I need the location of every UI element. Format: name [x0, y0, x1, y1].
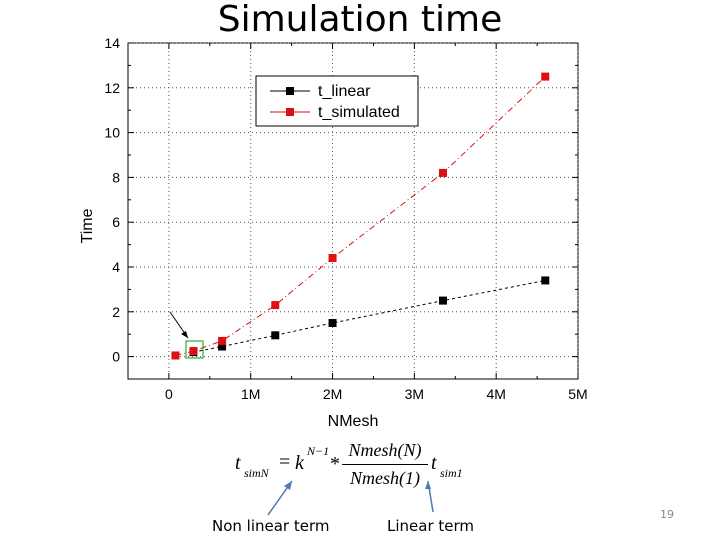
- data-point-t_simulated: [541, 72, 550, 81]
- x-tick-label: 2M: [323, 386, 342, 402]
- x-tick-label: 5M: [568, 386, 587, 402]
- y-tick-label: 10: [104, 125, 120, 141]
- eq-exponent: N−1: [307, 444, 330, 458]
- eq-lhs-sub: simN: [244, 466, 269, 480]
- highlight-box: [169, 311, 204, 359]
- slide-number: 19: [660, 508, 674, 521]
- y-axis-label: Time: [79, 208, 96, 243]
- eq-rhs-sub: sim1: [440, 466, 463, 480]
- eq-times: *: [330, 453, 340, 475]
- x-axis-label: NMesh: [328, 413, 379, 430]
- series: [171, 72, 550, 360]
- slide-title: Simulation time: [217, 0, 503, 40]
- eq-rhs: t: [431, 452, 437, 474]
- data-point-t_linear: [439, 296, 447, 305]
- x-tick-label: 3M: [405, 386, 424, 402]
- nonlinear-term-label: Non linear term: [212, 517, 330, 535]
- linear-term-label: Linear term: [387, 517, 475, 535]
- x-tick-label: 0: [165, 386, 173, 402]
- y-tick-label: 8: [112, 169, 120, 185]
- series-line-t_linear: [193, 279, 546, 353]
- data-point-t_simulated: [218, 336, 227, 345]
- data-point-t_simulated: [271, 301, 280, 310]
- data-point-t_simulated: [171, 351, 180, 360]
- data-point-t_linear: [218, 342, 227, 351]
- x-tick-label: 1M: [241, 386, 260, 402]
- y-tick-label: 14: [104, 35, 120, 51]
- data-point-t_linear: [328, 319, 337, 327]
- y-tick-label: 12: [104, 80, 120, 96]
- y-tick-label: 4: [112, 259, 120, 275]
- legend: t_linear t_simulated: [255, 75, 419, 127]
- data-point-t_linear: [541, 276, 550, 285]
- data-point-t_simulated: [189, 347, 198, 355]
- y-tick-label: 6: [112, 214, 120, 230]
- legend-marker: [286, 87, 294, 95]
- tick-labels: 0 2 4 6 8 10 12 14 0 1M 2M 3M 4M 5M: [104, 35, 587, 402]
- eq-numerator: Nmesh(N): [348, 440, 422, 460]
- eq-equals: =: [279, 451, 291, 473]
- annotation-arrows: [267, 480, 434, 516]
- x-tick-label: 4M: [486, 386, 505, 402]
- legend-label: t_simulated: [318, 104, 400, 121]
- data-point-t_simulated: [328, 254, 337, 263]
- eq-fraction-bar: [342, 464, 428, 465]
- data-point-t_simulated: [439, 168, 447, 177]
- data-point-t_linear: [271, 331, 280, 340]
- eq-k: k: [295, 452, 304, 474]
- eq-lhs: t: [235, 452, 241, 474]
- eq-denominator: Nmesh(1): [350, 468, 420, 488]
- legend-label: t_linear: [318, 83, 371, 100]
- formula: t simN = k N−1 * Nmesh(N) Nmesh(1) t sim…: [235, 440, 495, 492]
- y-tick-label: 0: [112, 349, 120, 365]
- legend-marker: [286, 108, 294, 116]
- ticks: [127, 42, 579, 379]
- y-tick-label: 2: [112, 304, 120, 320]
